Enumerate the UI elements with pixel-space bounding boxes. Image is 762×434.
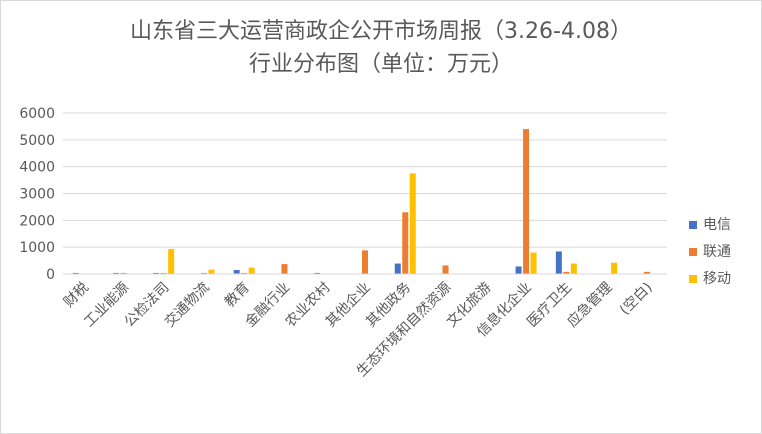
y-tick-label: 0	[46, 267, 55, 283]
bar-电信	[555, 251, 562, 274]
bar-移动	[611, 262, 618, 274]
bar-移动	[530, 252, 537, 274]
bar-移动	[248, 267, 255, 274]
legend-swatch-电信	[689, 221, 697, 229]
bar-联通	[120, 272, 127, 274]
bar-电信	[153, 272, 160, 274]
chart-title-line1: 山东省三大运营商政企公开市场周报（3.26-4.08）	[130, 19, 632, 44]
y-tick-label: 4000	[19, 160, 55, 176]
bar-电信	[233, 269, 240, 274]
chart-title: 山东省三大运营商政企公开市场周报（3.26-4.08） 行业分布图（单位：万元）	[1, 15, 761, 81]
bar-电信	[394, 263, 401, 274]
y-tick-label: 1000	[19, 240, 55, 256]
x-tick-label: 财税	[61, 280, 92, 311]
y-tick-label: 3000	[19, 187, 55, 203]
bar-联通	[523, 129, 530, 274]
bar-联通	[241, 272, 248, 274]
bar-电信	[515, 266, 522, 274]
bar-联通	[442, 265, 449, 274]
bar-移动	[208, 269, 215, 274]
x-tick-label: (空白)	[617, 280, 656, 319]
y-tick-label: 6000	[19, 106, 55, 122]
bar-移动	[570, 263, 577, 274]
legend-label-移动: 移动	[703, 271, 731, 287]
bar-联通	[563, 271, 570, 274]
bar-联通	[160, 272, 167, 274]
legend-swatch-联通	[689, 248, 697, 256]
bar-联通	[402, 212, 409, 274]
legend-label-联通: 联通	[703, 244, 731, 260]
bar-联通	[362, 250, 368, 274]
bar-电信	[112, 272, 119, 274]
bar-联通	[281, 264, 288, 274]
bar-电信	[72, 272, 79, 274]
bar-联通	[200, 272, 207, 274]
x-tick-label: 应急管理	[564, 279, 616, 331]
bar-联通	[643, 271, 650, 274]
y-tick-label: 2000	[19, 213, 55, 229]
bar-电信	[314, 272, 321, 274]
x-tick-label: 交通物流	[161, 279, 213, 331]
chart-title-line2: 行业分布图（单位：万元）	[248, 52, 513, 77]
x-tick-label: 教育	[222, 280, 253, 311]
legend-swatch-移动	[689, 275, 697, 283]
legend-label-电信: 电信	[703, 217, 731, 233]
bar-移动	[168, 249, 175, 274]
y-tick-label: 5000	[19, 133, 55, 149]
bar-移动	[409, 173, 416, 274]
